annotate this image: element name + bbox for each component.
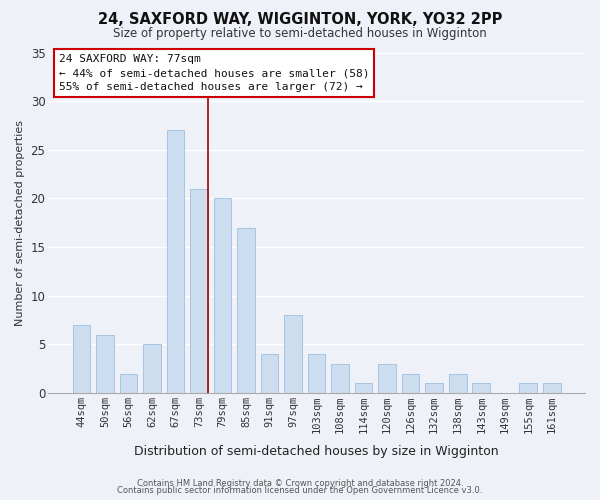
X-axis label: Distribution of semi-detached houses by size in Wigginton: Distribution of semi-detached houses by … [134, 444, 499, 458]
Text: Contains HM Land Registry data © Crown copyright and database right 2024.: Contains HM Land Registry data © Crown c… [137, 478, 463, 488]
Bar [261, 354, 278, 393]
Bar [73, 325, 90, 393]
Text: 24 SAXFORD WAY: 77sqm
← 44% of semi-detached houses are smaller (58)
55% of semi: 24 SAXFORD WAY: 77sqm ← 44% of semi-deta… [59, 54, 370, 92]
Bar [214, 198, 232, 393]
Bar [96, 334, 114, 393]
Bar [143, 344, 161, 393]
Bar [167, 130, 184, 393]
Bar [543, 384, 560, 393]
Bar [284, 316, 302, 393]
Bar [402, 374, 419, 393]
Bar [190, 188, 208, 393]
Bar [425, 384, 443, 393]
Bar [449, 374, 467, 393]
Text: Contains public sector information licensed under the Open Government Licence v3: Contains public sector information licen… [118, 486, 482, 495]
Bar [331, 364, 349, 393]
Bar [119, 374, 137, 393]
Bar [472, 384, 490, 393]
Text: 24, SAXFORD WAY, WIGGINTON, YORK, YO32 2PP: 24, SAXFORD WAY, WIGGINTON, YORK, YO32 2… [98, 12, 502, 28]
Y-axis label: Number of semi-detached properties: Number of semi-detached properties [15, 120, 25, 326]
Bar [520, 384, 537, 393]
Text: Size of property relative to semi-detached houses in Wigginton: Size of property relative to semi-detach… [113, 28, 487, 40]
Bar [379, 364, 396, 393]
Bar [237, 228, 255, 393]
Bar [308, 354, 325, 393]
Bar [355, 384, 373, 393]
